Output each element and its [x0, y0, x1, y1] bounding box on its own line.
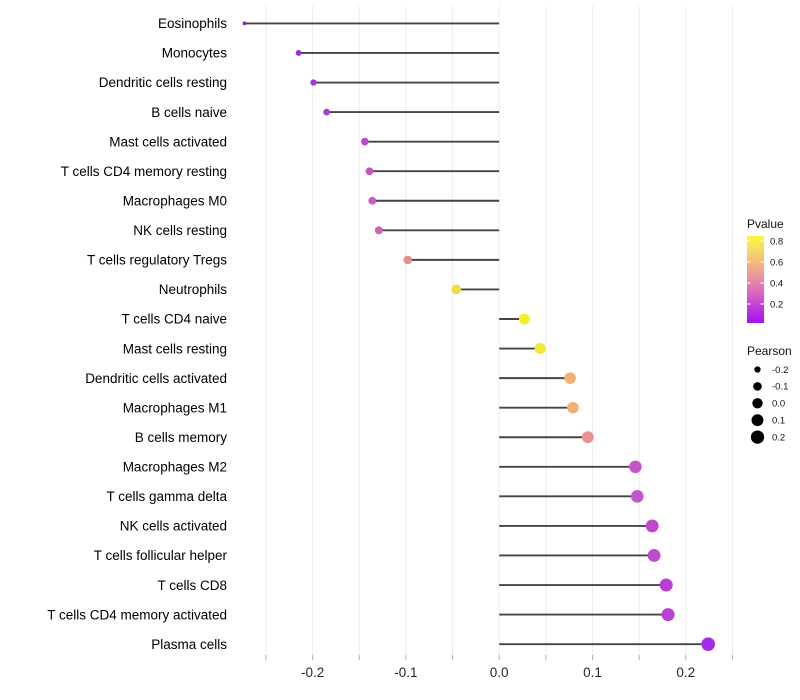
colorbar-tick-label: 0.2	[770, 299, 783, 310]
pearson-legend-dot	[753, 382, 762, 391]
row-label: B cells memory	[135, 430, 228, 445]
row-label: B cells naive	[151, 105, 227, 120]
pearson-legend-label: 0.1	[772, 416, 785, 427]
row-label: Macrophages M1	[123, 400, 227, 415]
pearson-legend-dot	[752, 398, 763, 409]
row-label: Dendritic cells resting	[99, 75, 227, 90]
pearson-legend-dot	[751, 414, 764, 427]
lollipop-dot	[564, 372, 576, 384]
pearson-legend-label: -0.1	[772, 382, 788, 393]
row-label: T cells CD4 memory resting	[61, 164, 227, 179]
pearson-legend-label: -0.2	[772, 365, 788, 376]
lollipop-dot	[518, 313, 530, 325]
row-label: NK cells resting	[133, 223, 227, 238]
colorbar-tick-label: 0.6	[770, 257, 783, 268]
row-label: Macrophages M0	[123, 193, 227, 208]
row-label: NK cells activated	[120, 519, 227, 534]
lollipop-dot	[701, 637, 715, 651]
colorbar-tick-label: 0.4	[770, 278, 783, 289]
row-label: T cells CD4 naive	[121, 312, 227, 327]
lollipop-dot	[659, 578, 673, 592]
row-label: Plasma cells	[151, 637, 227, 652]
pearson-legend-label: 0.0	[772, 399, 785, 410]
lollipop-dot	[534, 343, 546, 355]
lollipop-dot	[365, 167, 374, 176]
pvalue-legend-title: Pvalue	[747, 217, 784, 231]
lollipop-dot	[645, 519, 659, 533]
x-tick-label: -0.2	[301, 665, 324, 680]
colorbar-tick-label: 0.8	[770, 236, 783, 247]
row-label: Mast cells resting	[123, 341, 227, 356]
row-label: T cells follicular helper	[94, 548, 228, 563]
lollipop-dot	[403, 255, 413, 265]
lollipop-dot	[242, 21, 247, 26]
lollipop-dot	[647, 549, 661, 562]
pearson-legend-label: 0.2	[772, 432, 785, 443]
x-tick-label: 0.2	[676, 665, 695, 680]
lollipop-dot	[451, 284, 462, 295]
row-label: T cells gamma delta	[106, 489, 227, 504]
pearson-legend-title: Pearson	[747, 344, 792, 358]
row-label: Monocytes	[162, 46, 228, 61]
row-label: Macrophages M2	[123, 460, 227, 475]
row-label: Eosinophils	[158, 16, 227, 31]
x-tick-label: -0.1	[394, 665, 417, 680]
lollipop-dot	[630, 490, 644, 503]
row-label: T cells CD8	[157, 578, 227, 593]
pearson-legend-dot	[750, 430, 765, 444]
lollipop-dot	[368, 196, 377, 205]
row-label: Mast cells activated	[109, 134, 227, 149]
x-tick-label: 0.1	[583, 665, 602, 680]
lollipop-dot	[310, 79, 317, 86]
lollipop-dot	[374, 226, 383, 235]
lollipop-dot	[581, 431, 594, 444]
lollipop-dot	[295, 50, 302, 56]
lollipop-dot	[629, 460, 642, 474]
pearson-legend-dot	[754, 366, 761, 373]
x-tick-label: 0.0	[490, 665, 509, 680]
row-label: T cells regulatory Tregs	[87, 253, 227, 268]
row-label: T cells CD4 memory activated	[47, 607, 227, 622]
row-label: Neutrophils	[159, 282, 228, 297]
lollipop-dot	[567, 401, 579, 414]
lollipop-dot	[323, 108, 330, 116]
lollipop-dot	[361, 137, 369, 146]
pvalue-colorbar	[747, 236, 764, 323]
row-label: Dendritic cells activated	[85, 371, 227, 386]
lollipop-dot	[661, 608, 675, 622]
